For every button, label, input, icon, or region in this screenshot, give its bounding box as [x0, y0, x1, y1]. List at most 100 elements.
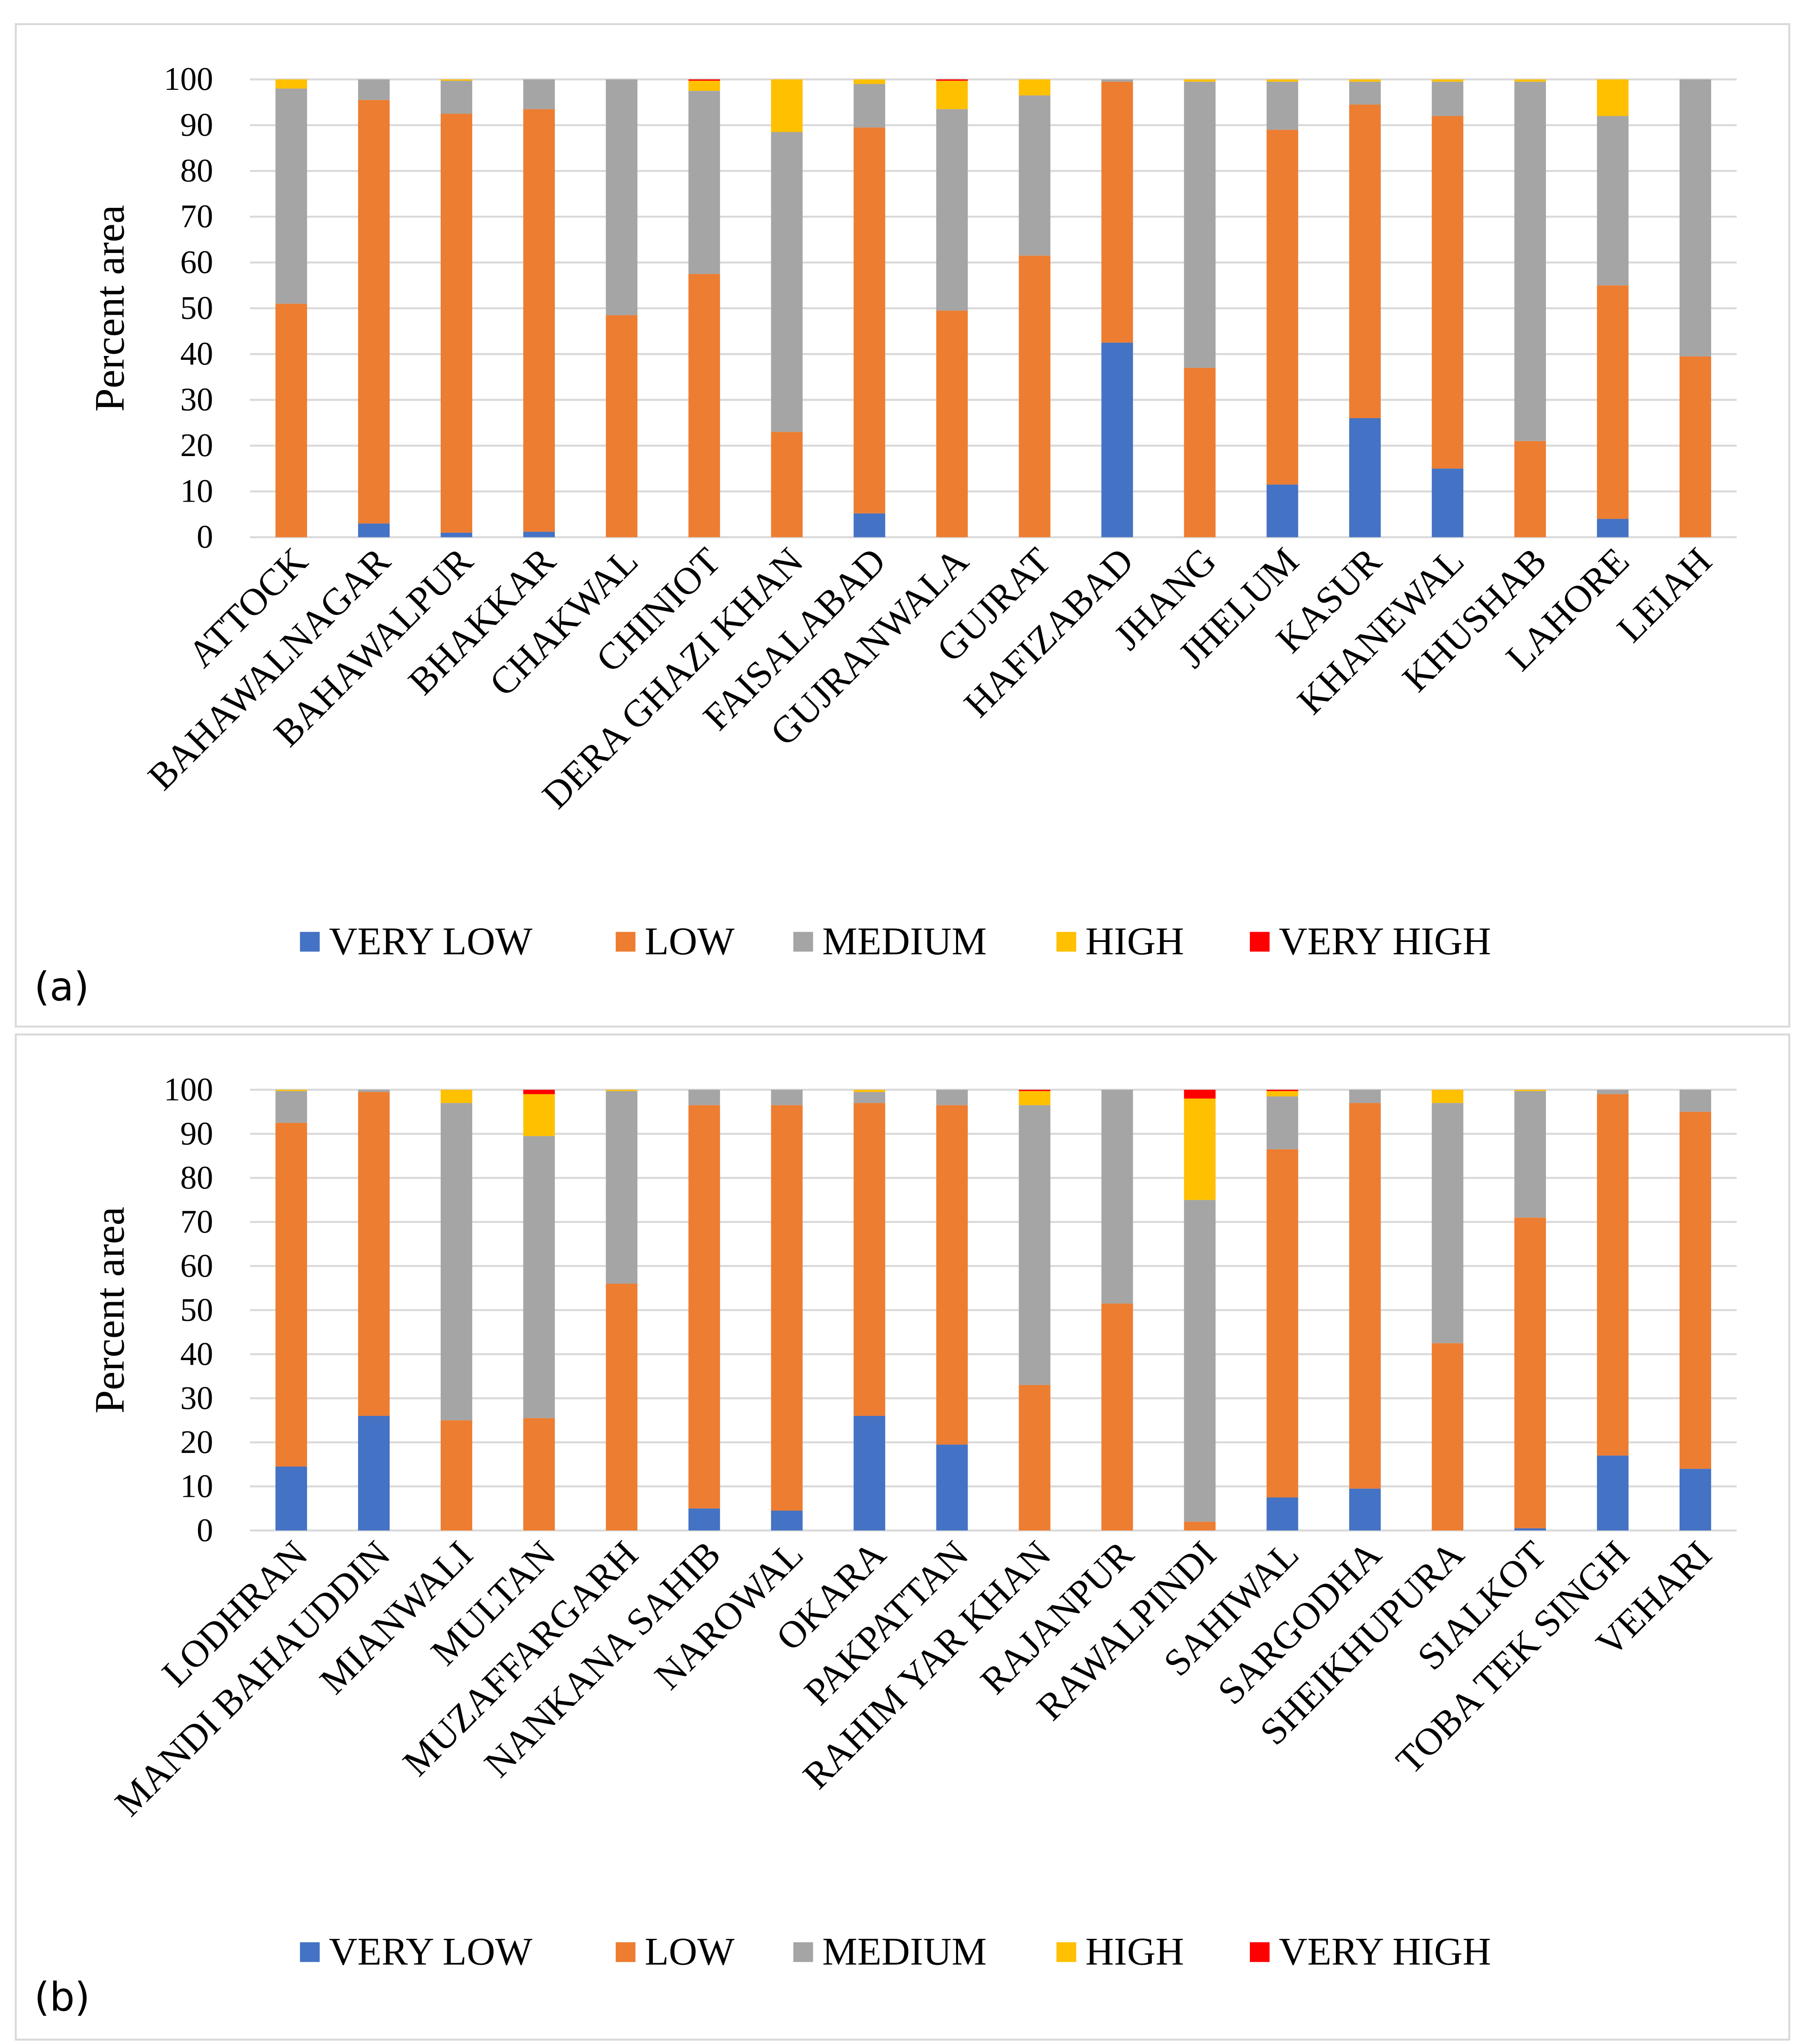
bar-segment-very-low — [1101, 342, 1133, 537]
legend-label: MEDIUM — [822, 919, 987, 963]
bar-segment-low — [523, 109, 555, 532]
y-tick-label: 10 — [180, 473, 213, 509]
bar-segment-low — [853, 127, 885, 514]
bar-segment-medium — [1349, 81, 1381, 105]
bar-segment-medium — [1597, 1090, 1629, 1094]
y-tick-label: 30 — [180, 1379, 213, 1416]
bar-segment-medium — [358, 1090, 390, 1092]
bar-segment-medium — [275, 1091, 307, 1123]
bar-segment-low — [440, 1420, 472, 1531]
bar-segment-low — [440, 114, 472, 533]
bar-segment-high — [1514, 1090, 1546, 1091]
bar-segment-medium — [771, 132, 803, 432]
bar-segment-medium — [1514, 81, 1546, 441]
legend-label: VERY HIGH — [1279, 1930, 1491, 1974]
y-tick-label: 20 — [180, 1424, 213, 1460]
bar-segment-very-low — [1597, 519, 1629, 537]
bar-segment-medium — [936, 1090, 968, 1105]
bar-segment-high — [688, 80, 720, 91]
bar-segment-medium — [688, 1090, 720, 1105]
bar-segment-low — [1597, 1094, 1629, 1456]
bar-segment-medium — [771, 1090, 803, 1105]
bar-segment-low — [771, 1105, 803, 1511]
legend-label: VERY LOW — [329, 919, 532, 963]
bar-segment-medium — [523, 79, 555, 109]
bar-segment-very-high — [936, 79, 968, 81]
bar-segment-low — [1514, 1217, 1546, 1528]
y-axis-label: Percent area — [86, 205, 133, 412]
bar-segment-very-low — [1266, 484, 1298, 537]
bar-segment-low — [771, 432, 803, 537]
bar-segment-high — [1019, 1091, 1051, 1105]
y-tick-label: 30 — [180, 381, 213, 418]
y-tick-label: 70 — [180, 198, 213, 235]
bar-segment-medium — [358, 79, 390, 100]
bar-segment-low — [606, 315, 637, 537]
bar-segment-high — [1349, 79, 1381, 82]
bar-segment-very-low — [523, 531, 555, 537]
bar-segment-medium — [853, 84, 885, 128]
bar-segment-medium — [440, 80, 472, 114]
bar-segment-very-low — [853, 513, 885, 537]
bar-segment-very-high — [1019, 1090, 1051, 1091]
bar-segment-low — [1101, 1303, 1133, 1531]
bar-segment-high — [440, 1090, 472, 1103]
legend-label: VERY LOW — [329, 1930, 532, 1974]
bar-segment-high — [936, 80, 968, 109]
bar-segment-very-high — [523, 1090, 555, 1094]
bar-segment-low — [688, 1105, 720, 1509]
bar-segment-low — [1432, 1343, 1464, 1531]
bar-segment-medium — [1019, 95, 1051, 256]
bar-segment-medium — [688, 91, 720, 274]
bar-segment-high — [275, 79, 307, 89]
bar-segment-high — [275, 1090, 307, 1091]
bar-segment-very-high — [1266, 1090, 1298, 1091]
bar-segment-very-low — [853, 1415, 885, 1531]
bar-segment-low — [853, 1103, 885, 1416]
panel-label: (a) — [34, 964, 89, 1010]
bar-segment-low — [1101, 81, 1133, 343]
y-tick-label: 90 — [180, 106, 213, 143]
bar-segment-medium — [1266, 81, 1298, 130]
legend-label: LOW — [645, 919, 735, 963]
legend-swatch — [615, 1942, 636, 1962]
bar-segment-very-low — [275, 1467, 307, 1531]
bar-segment-medium — [606, 79, 637, 316]
bar-segment-very-low — [936, 1444, 968, 1531]
bar-segment-high — [1184, 79, 1216, 82]
y-tick-label: 50 — [180, 290, 213, 326]
y-tick-label: 20 — [180, 427, 213, 463]
bar-segment-low — [1019, 256, 1051, 537]
bar-segment-low — [1432, 116, 1464, 469]
bar-segment-low — [1184, 367, 1216, 537]
bar-segment-low — [1019, 1385, 1051, 1531]
bar-segment-medium — [606, 1091, 637, 1284]
bar-segment-medium — [1680, 79, 1711, 356]
bar-segment-high — [440, 79, 472, 81]
bar-segment-medium — [1101, 1090, 1133, 1304]
bar-segment-low — [1266, 1149, 1298, 1498]
bar-segment-very-low — [1432, 468, 1464, 537]
bar-segment-very-low — [1597, 1455, 1629, 1531]
y-tick-label: 80 — [180, 1159, 213, 1196]
y-axis-label: Percent area — [86, 1207, 133, 1414]
bar-segment-medium — [1432, 81, 1464, 116]
bar-segment-high — [1432, 79, 1464, 82]
legend-swatch — [300, 932, 320, 952]
bar-segment-medium — [1680, 1090, 1711, 1112]
bar-segment-very-low — [1680, 1469, 1711, 1531]
bar-segment-medium — [1266, 1096, 1298, 1149]
legend-swatch — [793, 1942, 813, 1962]
legend-swatch — [300, 1942, 320, 1962]
y-tick-label: 0 — [197, 518, 213, 555]
bar-segment-low — [358, 100, 390, 524]
bar-segment-low — [1184, 1522, 1216, 1531]
bar-segment-low — [936, 310, 968, 537]
panel-label: (b) — [34, 1974, 90, 2020]
bar-segment-high — [771, 79, 803, 132]
legend-label: MEDIUM — [822, 1930, 987, 1974]
legend-label: VERY HIGH — [1279, 919, 1491, 963]
bar-segment-high — [853, 79, 885, 84]
bar-segment-very-low — [440, 532, 472, 537]
